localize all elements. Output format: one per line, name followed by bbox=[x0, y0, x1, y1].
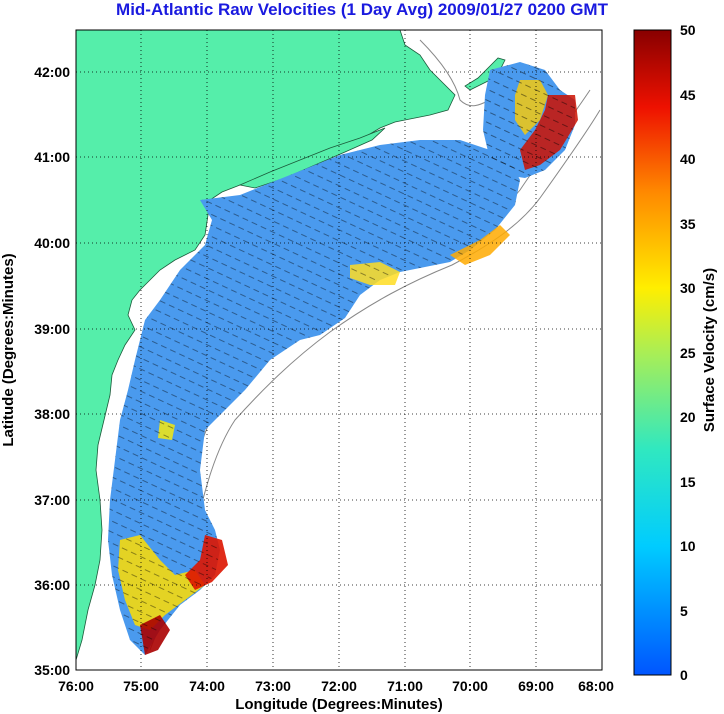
y-axis-label: Latitude (Degrees:Minutes) bbox=[0, 253, 17, 446]
y-tick: 36:00 bbox=[34, 577, 70, 593]
velocity-warm-slope bbox=[450, 225, 510, 265]
colorbar-tick: 15 bbox=[680, 474, 696, 490]
colorbar bbox=[633, 29, 672, 676]
colorbar-tick: 30 bbox=[680, 280, 696, 296]
y-tick: 40:00 bbox=[34, 235, 70, 251]
colorbar-tick: 35 bbox=[680, 216, 696, 232]
y-tick: 35:00 bbox=[34, 662, 70, 678]
y-tick: 38:00 bbox=[34, 406, 70, 422]
colorbar-label: Surface Velocity (cm/s) bbox=[701, 268, 718, 432]
colorbar-tick: 40 bbox=[680, 151, 696, 167]
x-tick: 69:00 bbox=[518, 678, 554, 694]
x-axis: 76:00 75:00 74:00 73:00 72:00 71:00 70:0… bbox=[58, 678, 614, 694]
x-tick: 68:00 bbox=[578, 678, 614, 694]
x-tick: 76:00 bbox=[58, 678, 94, 694]
colorbar-tick: 20 bbox=[680, 409, 696, 425]
y-axis: 42:00 41:00 40:00 39:00 38:00 37:00 36:0… bbox=[34, 64, 70, 678]
x-tick: 73:00 bbox=[255, 678, 291, 694]
land-mass bbox=[76, 30, 456, 661]
x-tick: 74:00 bbox=[189, 678, 225, 694]
colorbar-tick: 10 bbox=[680, 538, 696, 554]
y-tick: 42:00 bbox=[34, 64, 70, 80]
x-tick: 70:00 bbox=[452, 678, 488, 694]
colorbar-tick: 25 bbox=[680, 345, 696, 361]
grid-lines bbox=[76, 30, 602, 670]
x-tick: 71:00 bbox=[387, 678, 423, 694]
x-tick: 75:00 bbox=[123, 678, 159, 694]
x-axis-label: Longitude (Degrees:Minutes) bbox=[235, 696, 443, 713]
map-title: Mid-Atlantic Raw Velocities (1 Day Avg) … bbox=[116, 0, 608, 19]
colorbar-tick: 0 bbox=[680, 667, 688, 683]
colorbar-tick: 5 bbox=[680, 603, 688, 619]
colorbar-tick: 50 bbox=[680, 22, 696, 38]
x-tick: 72:00 bbox=[321, 678, 357, 694]
y-tick: 39:00 bbox=[34, 321, 70, 337]
y-tick: 37:00 bbox=[34, 492, 70, 508]
y-tick: 41:00 bbox=[34, 149, 70, 165]
colorbar-tick: 45 bbox=[680, 87, 696, 103]
